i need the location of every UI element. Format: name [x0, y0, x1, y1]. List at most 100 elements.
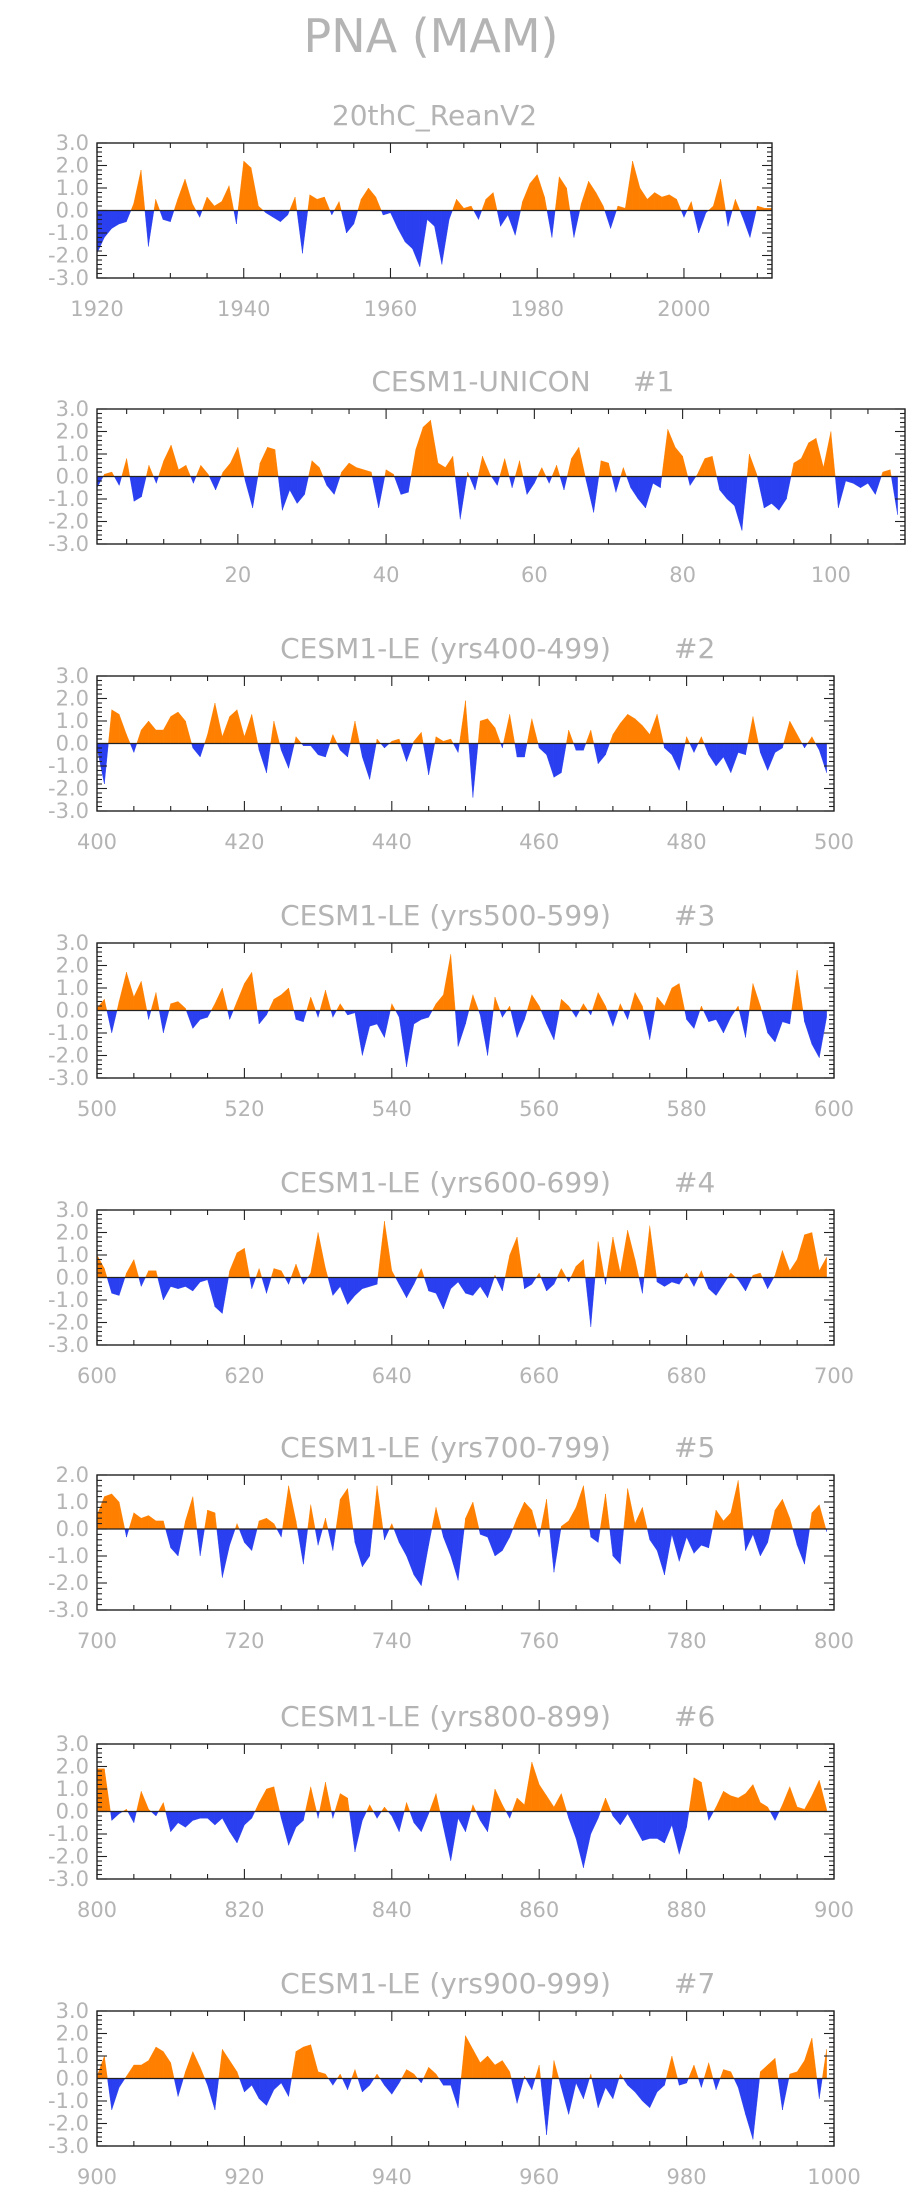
area-segment [347, 743, 351, 758]
area-segment [251, 1528, 258, 1551]
area-segment [723, 1010, 732, 1034]
area-segment [311, 460, 320, 477]
area-segment [384, 1806, 389, 1812]
area-segment [568, 1811, 577, 1839]
area-segment [477, 720, 481, 744]
area-segment [303, 1010, 307, 1022]
area-segment [435, 1277, 444, 1310]
area-segment [192, 203, 197, 211]
y-tick-label: 1.0 [56, 976, 89, 1000]
area-segment [236, 2071, 240, 2079]
area-segment [627, 1811, 636, 1828]
area-segment [296, 476, 305, 505]
area-segment [268, 999, 275, 1011]
area-segment [395, 1010, 400, 1018]
area-segment [300, 1277, 304, 1285]
area-segment [475, 1811, 481, 1821]
area-segment [214, 1512, 217, 1530]
area-segment [196, 1528, 201, 1557]
area-segment [354, 2069, 359, 2079]
area-segment [719, 2069, 724, 2079]
area-segment [539, 1005, 542, 1011]
area-segment [819, 1504, 827, 1530]
area-segment [516, 2078, 525, 2104]
area-segment [575, 1010, 581, 1018]
area-segment [266, 1277, 272, 1294]
area-segment [571, 1010, 577, 1018]
area-segment [531, 1761, 540, 1812]
area-segment [228, 185, 235, 211]
area-segment [516, 743, 525, 758]
area-segment [163, 1010, 170, 1034]
area-segment [500, 210, 509, 227]
panel-title: CESM1-LE (yrs900-999) [280, 1967, 611, 2000]
area-segment [493, 996, 496, 1011]
area-segment [290, 1263, 297, 1278]
area-segment [634, 718, 643, 744]
area-segment [133, 981, 142, 1011]
y-tick-label: 2.0 [56, 954, 89, 978]
area-segment [796, 1234, 805, 1278]
area-segment [590, 1277, 596, 1328]
area-segment [443, 954, 451, 1011]
area-segment [708, 1277, 717, 1296]
area-segment [811, 736, 816, 744]
area-segment [891, 476, 898, 515]
area-segment [173, 2078, 179, 2097]
area-segment [627, 1230, 636, 1278]
area-segment [568, 1005, 572, 1011]
area-segment [617, 1003, 621, 1011]
area-segment [145, 465, 150, 477]
area-segment [195, 210, 200, 218]
area-segment [270, 720, 275, 744]
area-segment [597, 1241, 605, 1278]
area-segment [339, 471, 342, 477]
area-segment [229, 1010, 234, 1020]
area-segment [406, 1277, 415, 1298]
area-segment [815, 438, 824, 477]
area-segment [423, 2067, 429, 2079]
area-segment [701, 1005, 704, 1011]
area-segment [496, 210, 501, 227]
area-segment [704, 455, 713, 477]
area-segment [296, 210, 303, 254]
area-segment [199, 210, 203, 218]
area-segment [610, 1811, 614, 1817]
y-tick-label: 3.0 [56, 397, 89, 421]
area-segment [273, 1523, 278, 1530]
y-tick-label: -2.0 [48, 244, 89, 268]
x-tick-label: 580 [667, 1097, 707, 1121]
area-segment [400, 743, 407, 762]
area-segment [237, 447, 245, 477]
x-tick-label: 500 [77, 1097, 117, 1121]
area-segment [435, 994, 444, 1011]
area-segment [141, 2060, 149, 2079]
area-segment [551, 2060, 555, 2079]
area-segment [590, 2073, 593, 2079]
area-segment [410, 449, 416, 477]
area-segment [406, 743, 414, 762]
area-segment [745, 2078, 754, 2140]
area-segment [811, 2037, 818, 2079]
area-segment [494, 1528, 503, 1557]
area-segment [737, 2078, 746, 2115]
area-segment [288, 1485, 297, 1530]
x-tick-label: 740 [372, 1629, 412, 1653]
area-segment [502, 1528, 510, 1551]
area-segment [791, 969, 798, 1011]
area-segment [819, 1257, 827, 1278]
y-tick-label: 0.0 [56, 1517, 89, 1541]
area-segment [595, 192, 604, 211]
area-segment [686, 736, 691, 744]
area-segment [214, 201, 222, 211]
area-segment [494, 1788, 503, 1812]
area-segment [715, 1509, 724, 1530]
area-segment [325, 1782, 332, 1812]
area-segment [398, 1528, 407, 1557]
area-segment [304, 476, 309, 495]
area-segment [421, 2078, 424, 2084]
area-segment [620, 1230, 628, 1278]
area-segment [428, 2066, 437, 2079]
area-segment [611, 476, 617, 493]
area-segment [256, 1010, 260, 1025]
